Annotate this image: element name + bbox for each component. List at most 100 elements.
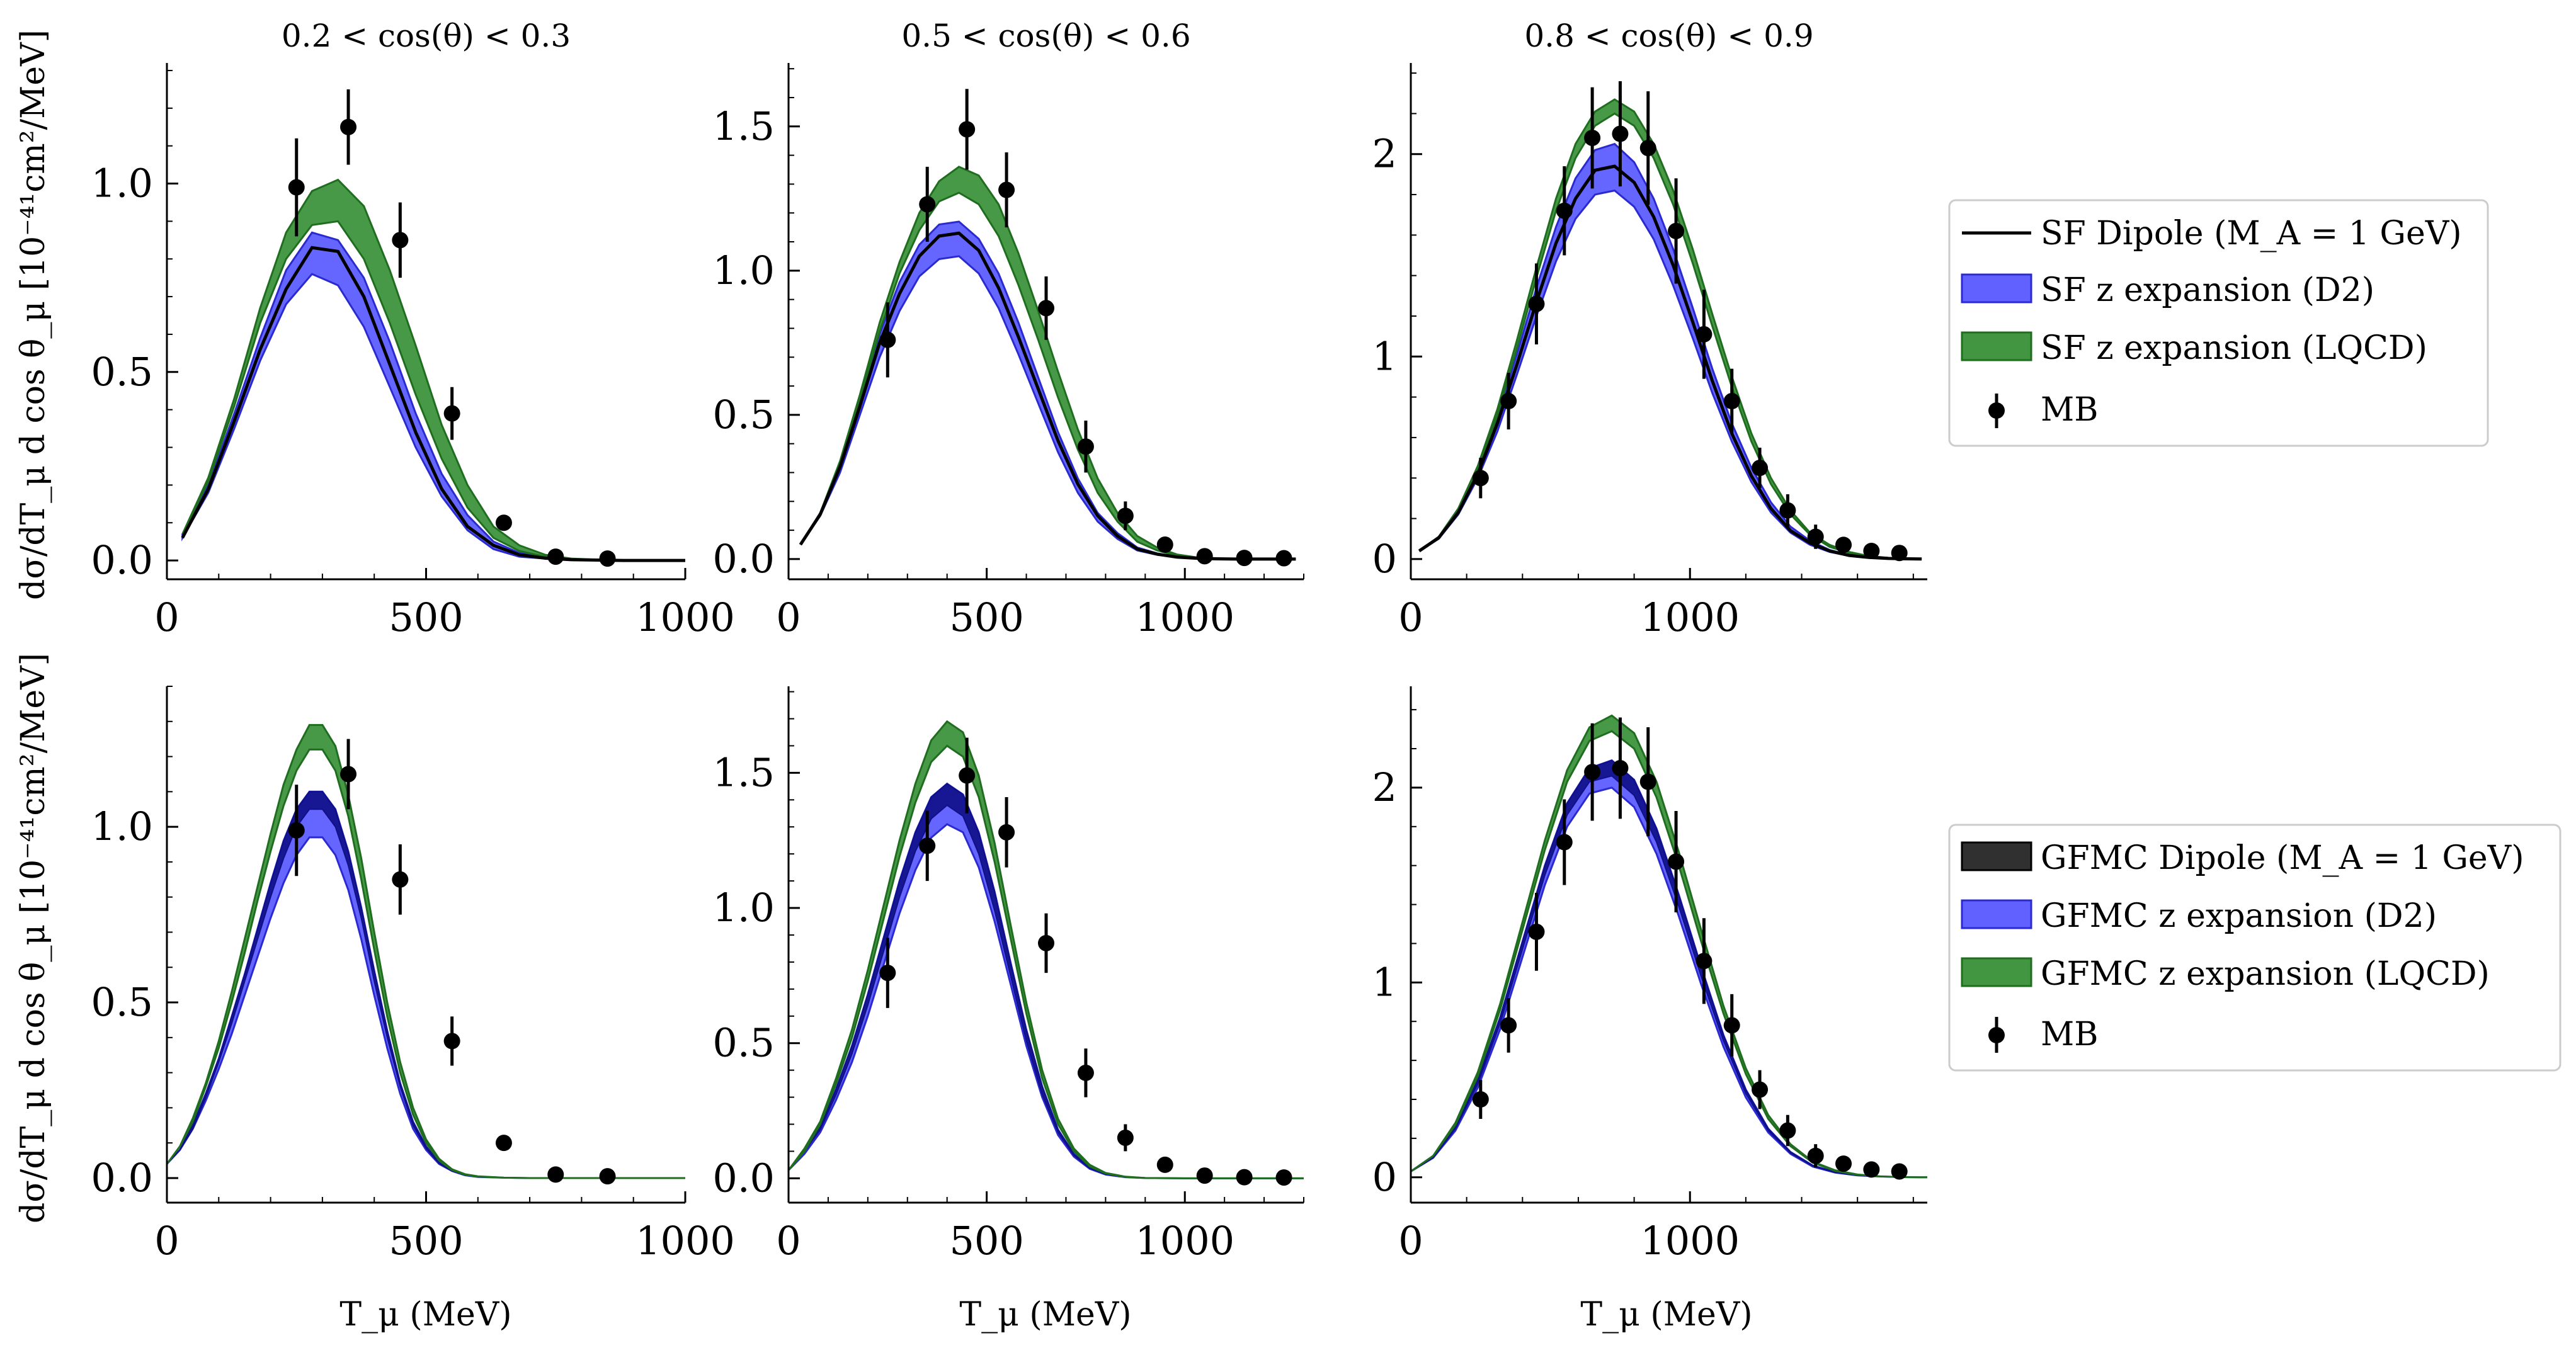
data-point bbox=[998, 181, 1015, 198]
data-point bbox=[1752, 460, 1769, 477]
panel-gfmc-bin-1: 0 500 1000 0.0 0.5 1.0 bbox=[91, 686, 735, 1264]
data-point bbox=[1752, 1081, 1769, 1098]
y-tick-label: 2 bbox=[1372, 764, 1397, 810]
data-point bbox=[1779, 502, 1796, 519]
data-point bbox=[1863, 1161, 1880, 1178]
data-point bbox=[919, 837, 936, 854]
x-tick-label: 0 bbox=[776, 594, 801, 640]
data-point bbox=[1556, 834, 1573, 851]
legend-bottom-frame bbox=[1948, 824, 2562, 1072]
data-point bbox=[495, 1135, 512, 1152]
y-tick-label: 1 bbox=[1372, 959, 1397, 1005]
data-point bbox=[1612, 125, 1629, 142]
data-point bbox=[443, 405, 460, 422]
plot-area bbox=[799, 166, 1296, 561]
x-tick-label: 1000 bbox=[1135, 594, 1234, 640]
data-point bbox=[1500, 393, 1517, 410]
band-gfmc-dipole bbox=[789, 783, 1304, 1179]
data-point bbox=[1891, 545, 1908, 562]
plot-area bbox=[1411, 714, 1927, 1179]
band-lqcd bbox=[799, 166, 1296, 560]
x-tick-label: 1000 bbox=[635, 1218, 735, 1264]
legend-bottom-entry-2: GFMC z expansion (D2) bbox=[2041, 897, 2437, 935]
band-d2 bbox=[799, 220, 1296, 560]
panel-title: 0.5 < cos(θ) < 0.6 bbox=[901, 18, 1190, 54]
legend-bottom-swatch-d2 bbox=[1961, 899, 2032, 929]
band-d2 bbox=[167, 790, 685, 1179]
data-point bbox=[340, 118, 357, 135]
panel-title: 0.8 < cos(θ) < 0.9 bbox=[1524, 18, 1813, 54]
data-point bbox=[599, 1168, 616, 1185]
band-d2 bbox=[181, 231, 685, 562]
data-point bbox=[288, 179, 305, 196]
data-point bbox=[1835, 1155, 1852, 1172]
legend-top: SF Dipole (M_A = 1 GeV) SF z expansion (… bbox=[1948, 199, 2489, 447]
panel-sf-bin-2: 0 500 1000 0.0 0.5 1.0 1.5 0.5 < cos(θ) < 0.6 bbox=[712, 18, 1304, 640]
data-point bbox=[1196, 548, 1213, 565]
data-point bbox=[1639, 773, 1656, 790]
data-point bbox=[1038, 934, 1054, 951]
legend-bottom-entry-4: MB bbox=[2041, 1016, 2098, 1053]
band-lqcd bbox=[789, 720, 1304, 1179]
y-tick-label: 0 bbox=[1372, 1154, 1397, 1200]
data-point bbox=[959, 121, 976, 138]
y-tick-label: 0.5 bbox=[712, 1020, 775, 1066]
x-tick-label: 0 bbox=[154, 594, 179, 640]
data-point bbox=[1556, 202, 1573, 219]
panel-sf-bin-3: 0 1000 0 1 2 0.8 < cos(θ) < 0.9 bbox=[1372, 18, 1927, 640]
x-tick-label: 0 bbox=[154, 1218, 179, 1264]
data-point bbox=[1117, 1129, 1134, 1146]
data-point bbox=[1695, 326, 1713, 343]
band-gfmc-dipole bbox=[167, 791, 685, 1179]
data-point bbox=[1236, 550, 1253, 567]
plot-area bbox=[789, 720, 1304, 1179]
data-point bbox=[1668, 222, 1685, 239]
x-tick-label: 0 bbox=[1398, 1218, 1423, 1264]
data-point bbox=[1807, 528, 1824, 545]
panel-gfmc-bin-2: 0 500 1000 0.0 0.5 1.0 1.5 bbox=[712, 686, 1304, 1264]
x-tick-label: 1000 bbox=[1640, 1218, 1740, 1264]
y-tick-label: 0.5 bbox=[91, 979, 153, 1025]
x-axis-title-3: T_μ (MeV) bbox=[1580, 1296, 1752, 1334]
data-point bbox=[392, 232, 409, 249]
y-tick-label: 1.0 bbox=[712, 247, 775, 293]
legend-bottom-swatch-lqcd bbox=[1961, 957, 2032, 987]
legend-top-swatch-lqcd bbox=[1961, 331, 2032, 361]
legend-bottom-swatch-dipole bbox=[1961, 841, 2032, 871]
y-axis-title-bottom: dσ/dT_μ d cos θ_μ [10⁻⁴¹cm²/MeV] bbox=[14, 653, 52, 1223]
data-point bbox=[1863, 542, 1880, 559]
band-lqcd bbox=[1411, 714, 1927, 1179]
x-tick-label: 500 bbox=[949, 1218, 1023, 1264]
data-point bbox=[1236, 1169, 1253, 1186]
data-point bbox=[340, 766, 357, 783]
data-point bbox=[1156, 1156, 1173, 1173]
band-lqcd bbox=[1418, 98, 1922, 560]
data-point bbox=[1528, 295, 1545, 312]
data-point bbox=[1472, 1091, 1489, 1108]
x-tick-label: 500 bbox=[949, 594, 1023, 640]
data-point bbox=[1156, 536, 1173, 553]
y-tick-label: 0.5 bbox=[712, 392, 775, 438]
x-tick-label: 0 bbox=[1398, 594, 1423, 640]
legend-top-swatch-marker bbox=[1988, 402, 2005, 419]
x-axis-title-2: T_μ (MeV) bbox=[959, 1296, 1131, 1334]
dipole-line bbox=[799, 231, 1296, 561]
legend-top-swatch-d2 bbox=[1961, 273, 2032, 303]
x-tick-label: 1000 bbox=[635, 594, 735, 640]
y-tick-label: 1.5 bbox=[712, 103, 775, 149]
x-tick-label: 500 bbox=[389, 1218, 463, 1264]
y-tick-label: 1.0 bbox=[91, 803, 153, 849]
x-tick-label: 0 bbox=[776, 1218, 801, 1264]
y-tick-label: 1.0 bbox=[91, 161, 153, 207]
band-lqcd bbox=[181, 178, 685, 562]
legend-bottom-entry-3: GFMC z expansion (LQCD) bbox=[2041, 955, 2490, 993]
data-point bbox=[1891, 1163, 1908, 1180]
y-axis-title-top: dσ/dT_μ d cos θ_μ [10⁻⁴¹cm²/MeV] bbox=[14, 30, 52, 600]
y-tick-label: 0 bbox=[1372, 536, 1397, 582]
band-d2 bbox=[1418, 142, 1922, 560]
y-tick-label: 0.0 bbox=[91, 537, 153, 583]
y-tick-label: 1.0 bbox=[712, 885, 775, 931]
legend-top-entry-4: MB bbox=[2041, 391, 2098, 429]
data-point bbox=[1117, 507, 1134, 524]
data-point bbox=[1723, 1017, 1740, 1034]
